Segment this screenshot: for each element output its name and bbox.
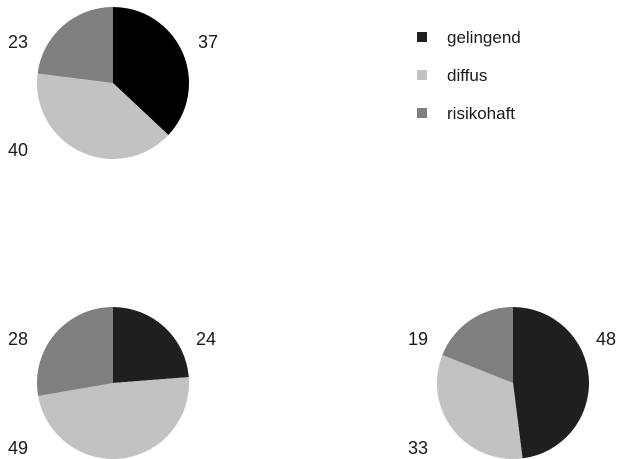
pie-1-slice-risikohaft [37,7,113,83]
pie-1-label-risikohaft: 23 [8,32,28,52]
legend-swatch-risikohaft [417,108,427,118]
pie-3-label-diffus: 33 [408,438,428,458]
pie-1-slice-diffus [36,73,169,160]
legend-label-gelingend: gelingend [447,28,521,47]
pie-2-slice-risikohaft [37,307,113,396]
pie-2-slice-diffus [38,377,189,459]
pie-2-label-diffus: 49 [8,438,28,458]
pie-1-slice-gelingend [113,7,190,136]
pie-3-slice-diffus [437,355,523,459]
pie-1-label-diffus: 40 [8,140,28,160]
pie-2-label-gelingend: 24 [196,329,216,349]
legend-label-risikohaft: risikohaft [447,104,515,123]
legend-swatch-diffus [417,70,427,80]
legend: gelingend diffus risikohaft [417,28,521,123]
pies-group: 37 40 23 24 49 28 48 33 19 [8,7,616,459]
pie-3-slice-risikohaft [442,307,513,383]
pie-3-label-gelingend: 48 [596,329,616,349]
pie-2-slice-gelingend [113,307,189,383]
legend-label-diffus: diffus [447,66,487,85]
pie-3-slice-gelingend [513,307,589,459]
pie-2-label-risikohaft: 28 [8,329,28,349]
pie-1-label-gelingend: 37 [198,32,218,52]
legend-swatch-gelingend [417,32,427,42]
pie-3-label-risikohaft: 19 [408,329,428,349]
